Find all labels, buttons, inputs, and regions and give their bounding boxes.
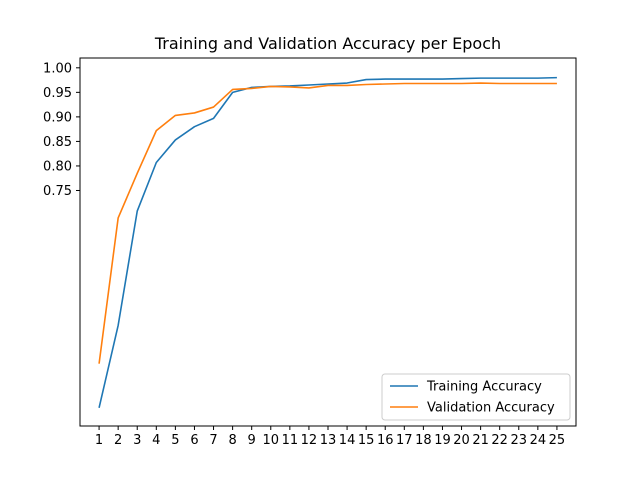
legend-label: Training Accuracy (426, 380, 542, 395)
x-tick-label: 4 (152, 433, 160, 448)
x-tick-label: 15 (358, 433, 375, 448)
legend-label: Validation Accuracy (427, 401, 555, 416)
x-tick-label: 21 (472, 433, 489, 448)
x-tick-label: 9 (248, 433, 256, 448)
x-tick-label: 6 (190, 433, 198, 448)
y-tick-label: 0.90 (43, 110, 72, 125)
x-tick-label: 12 (301, 433, 318, 448)
x-tick-label: 25 (549, 433, 566, 448)
chart-title: Training and Validation Accuracy per Epo… (154, 34, 501, 53)
x-tick-label: 24 (530, 433, 547, 448)
series-line-training (98, 76, 557, 409)
series-line-validation (98, 82, 557, 364)
x-tick-label: 7 (209, 433, 217, 448)
x-tick-label: 10 (262, 433, 279, 448)
x-tick-label: 14 (339, 433, 356, 448)
y-tick-label: 1.00 (43, 61, 72, 76)
x-tick-label: 16 (377, 433, 394, 448)
y-tick-label: 0.85 (43, 135, 72, 150)
y-tick-label: 0.75 (43, 184, 72, 199)
x-tick-label: 11 (282, 433, 299, 448)
x-tick-label: 2 (114, 433, 122, 448)
x-tick-label: 22 (491, 433, 508, 448)
y-tick-label: 0.80 (43, 159, 72, 174)
x-tick-label: 19 (434, 433, 451, 448)
legend: Training Accuracy Validation Accuracy (381, 373, 571, 421)
x-tick-label: 23 (510, 433, 527, 448)
x-tick-label: 8 (228, 433, 236, 448)
x-tick-label: 5 (171, 433, 179, 448)
x-tick-label: 1 (95, 433, 103, 448)
x-tick-label: 13 (320, 433, 337, 448)
x-tick-label: 18 (415, 433, 432, 448)
x-tick-label: 20 (453, 433, 470, 448)
x-tick-label: 3 (133, 433, 141, 448)
y-tick-label: 0.95 (43, 86, 72, 101)
series-layer (98, 76, 557, 409)
x-tick-label: 17 (396, 433, 413, 448)
plot-frame (79, 57, 577, 427)
legend-box (381, 373, 571, 421)
axis-ticks: 1 2 3 4 5 6 7 8 9 10 11 12 13 14 15 16 17 18 19 20 21 22 23 24 2… (43, 61, 565, 448)
